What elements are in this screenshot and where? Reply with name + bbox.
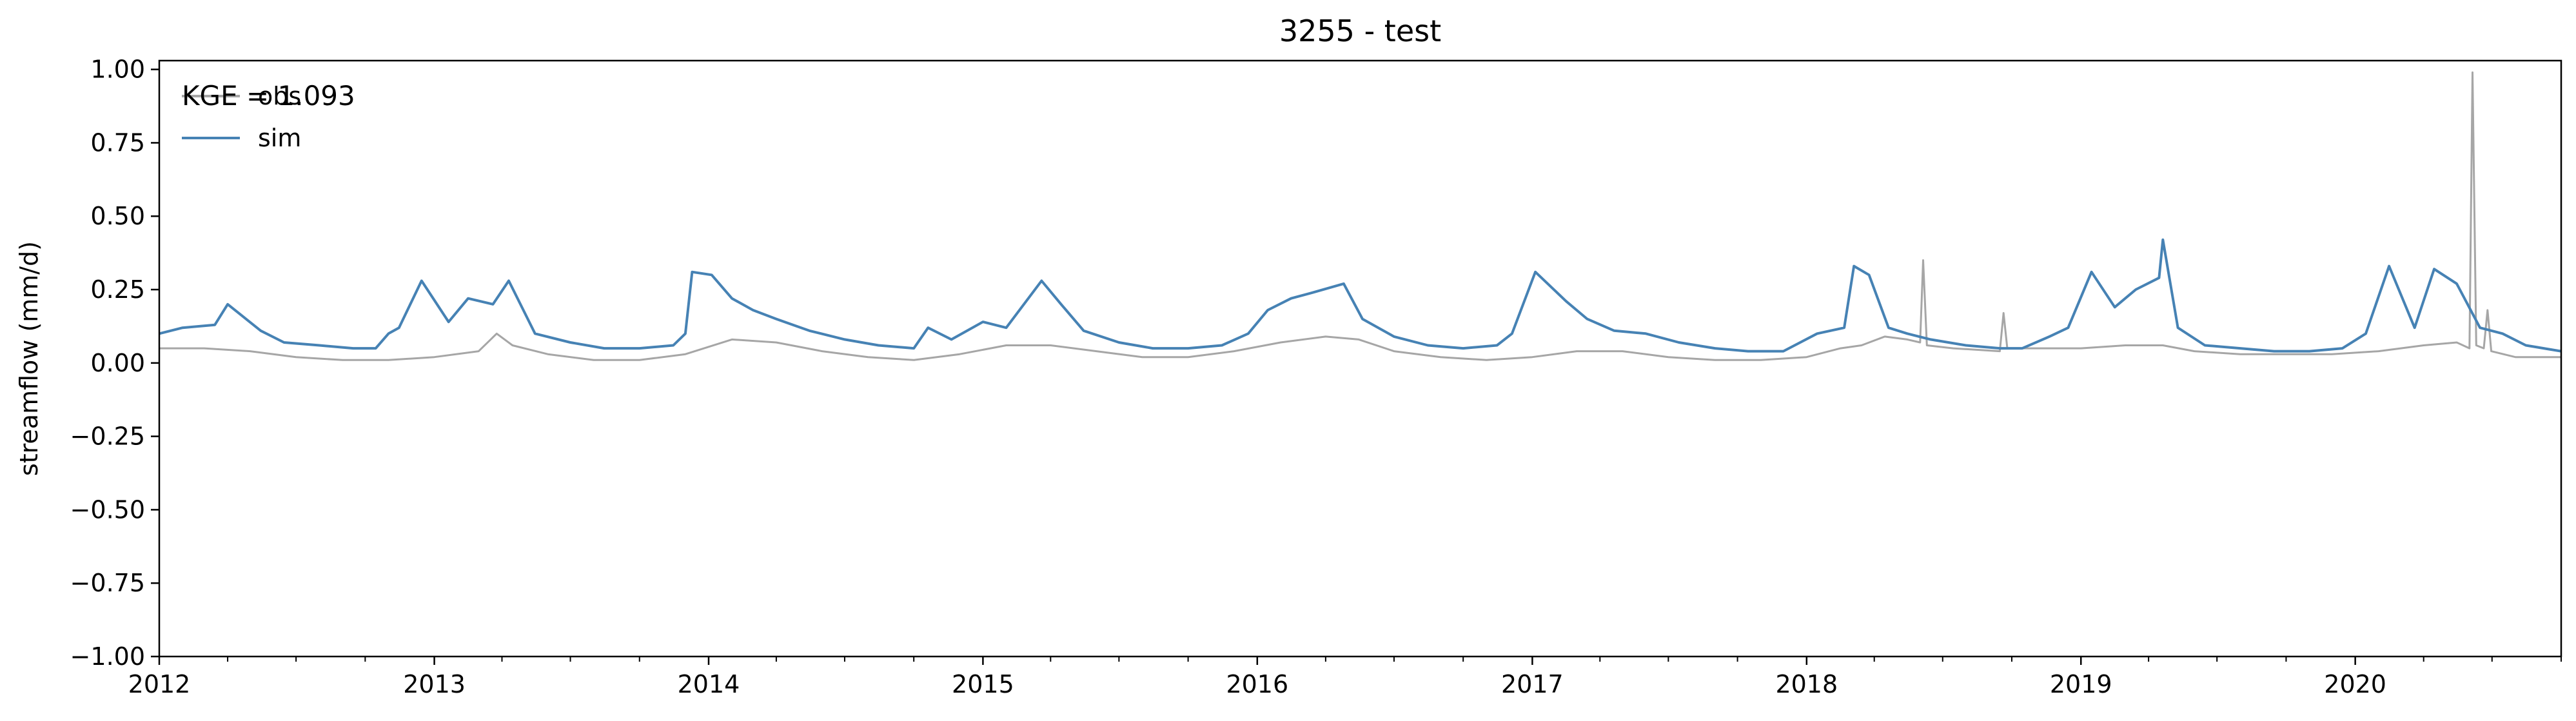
x-tick-label: 2020: [2324, 670, 2386, 698]
y-tick-label: 0.75: [90, 128, 145, 157]
y-axis: −1.00 −0.75 −0.50 −0.25 0.00 0.25 0.50 0.75 1.00: [70, 55, 159, 671]
x-tick-label: 2012: [128, 670, 191, 698]
legend-label-sim: sim: [258, 124, 301, 152]
series-line-sim: [159, 238, 2561, 353]
y-tick-label: 0.25: [90, 275, 145, 304]
x-axis: 2012 2013 2014 2015 2016 2017 2018 2019 2020: [128, 657, 2562, 698]
y-tick-label: 0.50: [90, 202, 145, 230]
y-tick-label: −0.75: [70, 569, 145, 597]
x-tick-label: 2017: [1501, 670, 1564, 698]
plot-frame: [158, 59, 2562, 658]
legend: obs sim: [182, 82, 301, 152]
kge-annotation: KGE = 1.093: [182, 80, 355, 112]
y-tick-label: −0.50: [70, 495, 145, 524]
plot-area: [158, 59, 2562, 658]
x-tick-label: 2013: [403, 670, 466, 698]
chart-title: 3255 - test: [1279, 14, 1441, 48]
x-tick-label: 2019: [2050, 670, 2112, 698]
x-tick-label: 2014: [678, 670, 740, 698]
series-line-obs: [159, 71, 2561, 361]
y-tick-label: −1.00: [70, 642, 145, 671]
y-tick-label: −0.25: [70, 422, 145, 451]
x-tick-label: 2016: [1226, 670, 1288, 698]
x-tick-label: 2015: [952, 670, 1014, 698]
series-layer: [159, 71, 2561, 361]
legend-label-obs: obs: [258, 82, 301, 110]
y-tick-label: 1.00: [90, 55, 145, 84]
x-tick-label: 2018: [1775, 670, 1838, 698]
y-tick-label: 0.00: [90, 349, 145, 377]
y-axis-label: streamflow (mm/d): [15, 241, 43, 476]
